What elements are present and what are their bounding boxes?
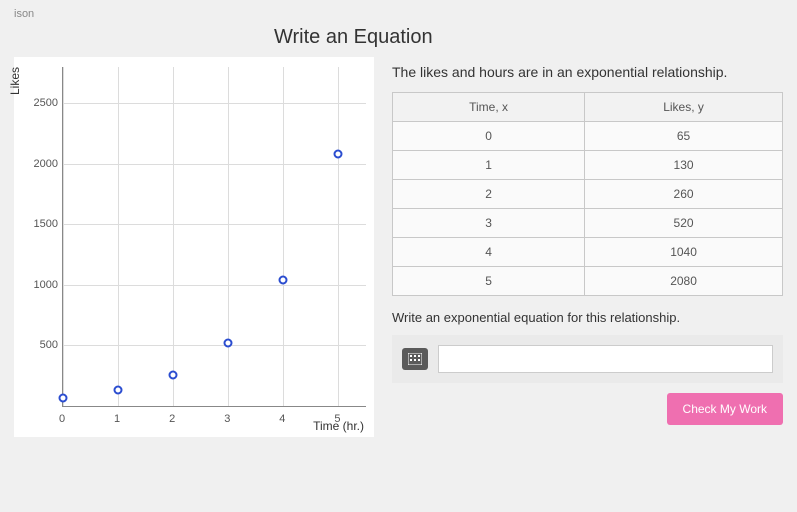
table-cell: 0	[393, 121, 585, 150]
keypad-icon	[408, 353, 422, 365]
equation-input[interactable]	[438, 345, 773, 373]
gridline-vertical	[118, 67, 119, 406]
x-tick-label: 4	[279, 413, 285, 425]
data-table: Time, x Likes, y 06511302260352041040520…	[392, 92, 783, 296]
data-point	[279, 276, 288, 285]
table-cell: 520	[585, 208, 783, 237]
plot-area	[62, 67, 366, 407]
data-point	[114, 386, 123, 395]
table-cell: 130	[585, 150, 783, 179]
y-tick-label: 1000	[22, 279, 58, 291]
col-header-likes: Likes, y	[585, 92, 783, 121]
answer-row	[392, 335, 783, 383]
table-row: 3520	[393, 208, 783, 237]
gridline-vertical	[63, 67, 64, 406]
gridline-horizontal	[63, 224, 366, 225]
x-tick-label: 2	[169, 413, 175, 425]
gridline-horizontal	[63, 103, 366, 104]
gridline-vertical	[283, 67, 284, 406]
gridline-vertical	[338, 67, 339, 406]
subtitle-text: The likes and hours are in an exponentia…	[392, 63, 783, 82]
math-keypad-button[interactable]	[402, 348, 428, 370]
y-tick-label: 1500	[22, 218, 58, 230]
likes-chart: Likes Time (hr.) 01234550010001500200025…	[14, 57, 374, 437]
chart-column: Likes Time (hr.) 01234550010001500200025…	[14, 57, 374, 437]
y-tick-label: 2000	[22, 158, 58, 170]
table-cell: 2	[393, 179, 585, 208]
check-my-work-button[interactable]: Check My Work	[667, 393, 783, 425]
data-point	[169, 370, 178, 379]
gridline-vertical	[228, 67, 229, 406]
table-cell: 1	[393, 150, 585, 179]
content-column: The likes and hours are in an exponentia…	[392, 57, 783, 437]
table-cell: 5	[393, 266, 585, 295]
table-cell: 4	[393, 237, 585, 266]
data-point	[224, 339, 233, 348]
x-tick-label: 3	[224, 413, 230, 425]
table-cell: 1040	[585, 237, 783, 266]
table-cell: 65	[585, 121, 783, 150]
table-row: 065	[393, 121, 783, 150]
page-title: Write an Equation	[14, 26, 783, 49]
y-tick-label: 500	[22, 339, 58, 351]
gridline-horizontal	[63, 164, 366, 165]
table-row: 41040	[393, 237, 783, 266]
data-point	[59, 394, 68, 403]
data-point	[334, 150, 343, 159]
gridline-horizontal	[63, 285, 366, 286]
gridline-horizontal	[63, 345, 366, 346]
table-row: 1130	[393, 150, 783, 179]
y-tick-label: 2500	[22, 97, 58, 109]
x-tick-label: 0	[59, 413, 65, 425]
table-row: 52080	[393, 266, 783, 295]
table-cell: 260	[585, 179, 783, 208]
x-tick-label: 1	[114, 413, 120, 425]
y-axis-label: Likes	[8, 67, 22, 95]
main-layout: Likes Time (hr.) 01234550010001500200025…	[14, 57, 783, 437]
table-cell: 2080	[585, 266, 783, 295]
equation-prompt: Write an exponential equation for this r…	[392, 310, 783, 325]
table-header-row: Time, x Likes, y	[393, 92, 783, 121]
col-header-time: Time, x	[393, 92, 585, 121]
gridline-vertical	[173, 67, 174, 406]
table-cell: 3	[393, 208, 585, 237]
breadcrumb-fragment: ison	[14, 8, 783, 20]
table-row: 2260	[393, 179, 783, 208]
check-row: Check My Work	[392, 393, 783, 425]
x-tick-label: 5	[334, 413, 340, 425]
